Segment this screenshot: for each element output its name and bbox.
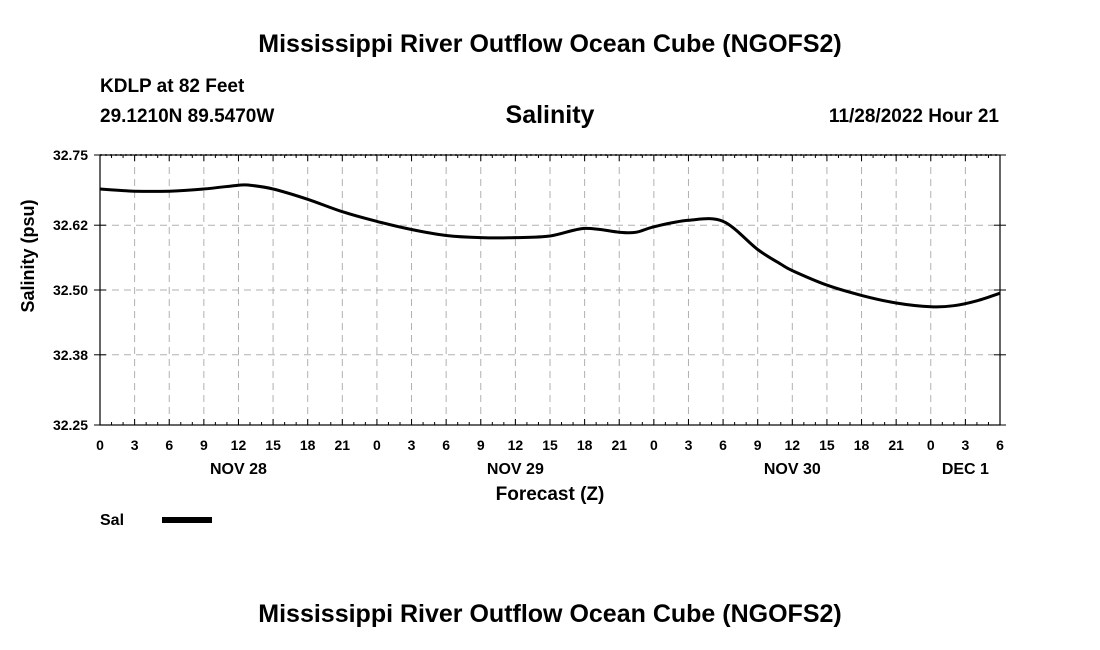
y-tick-label: 32.25: [53, 417, 88, 433]
x-tick-label: 15: [265, 437, 281, 453]
x-tick-label: 6: [442, 437, 450, 453]
x-tick-label: 3: [961, 437, 969, 453]
grid-lines: [100, 154, 1000, 425]
x-tick-label: 9: [200, 437, 208, 453]
x-tick-label: 12: [785, 437, 801, 453]
x-tick-label: 15: [542, 437, 558, 453]
x-tick-label: 0: [927, 437, 935, 453]
timestamp-label: 11/28/2022 Hour 21: [828, 106, 999, 127]
x-tick-label: 9: [477, 437, 485, 453]
y-tick-label: 32.38: [53, 347, 88, 363]
station-label: KDLP at 82 Feet: [100, 76, 245, 97]
day-label: NOV 29: [487, 461, 544, 478]
x-tick-label: 21: [888, 437, 904, 453]
y-tick-label: 32.50: [53, 282, 88, 298]
x-axis-title: Forecast (Z): [496, 484, 605, 505]
day-label: NOV 30: [764, 461, 821, 478]
day-label: DEC 1: [942, 461, 989, 478]
x-tick-label: 12: [508, 437, 524, 453]
x-tick-label: 3: [685, 437, 693, 453]
page-title-top: Mississippi River Outflow Ocean Cube (NG…: [258, 30, 842, 58]
chart-title: Salinity: [505, 101, 595, 129]
x-tick-label: 21: [335, 437, 351, 453]
x-tick-label: 0: [650, 437, 658, 453]
x-tick-label: 3: [408, 437, 416, 453]
x-tick-label: 9: [754, 437, 762, 453]
x-tick-label: 6: [996, 437, 1004, 453]
y-axis-title: Salinity (psu): [18, 199, 38, 312]
y-tick-label: 32.75: [53, 147, 88, 163]
x-tick-label: 6: [719, 437, 727, 453]
page-title-bottom: Mississippi River Outflow Ocean Cube (NG…: [258, 600, 842, 628]
x-tick-label: 6: [165, 437, 173, 453]
day-label: NOV 28: [210, 461, 267, 478]
y-tick-label: 32.62: [53, 217, 88, 233]
coordinates-label: 29.1210N 89.5470W: [100, 106, 275, 127]
x-tick-label: 15: [819, 437, 835, 453]
x-tick-label: 18: [300, 437, 316, 453]
x-tick-label: 0: [96, 437, 104, 453]
x-tick-label: 12: [231, 437, 247, 453]
axis-labels: 0 3 6 9 12 15 18 21 0 3 6 9 12 15 18 21 0 3 6 9 12 15 18 21 0 3 6 3…: [53, 147, 1004, 478]
x-tick-label: 0: [373, 437, 381, 453]
x-tick-label: 3: [131, 437, 139, 453]
x-tick-label: 21: [611, 437, 627, 453]
x-tick-label: 18: [854, 437, 870, 453]
legend-label: Sal: [100, 512, 124, 529]
plot-frame: [99, 154, 1001, 426]
salinity-series-line: [99, 183, 1001, 309]
x-tick-label: 18: [577, 437, 593, 453]
